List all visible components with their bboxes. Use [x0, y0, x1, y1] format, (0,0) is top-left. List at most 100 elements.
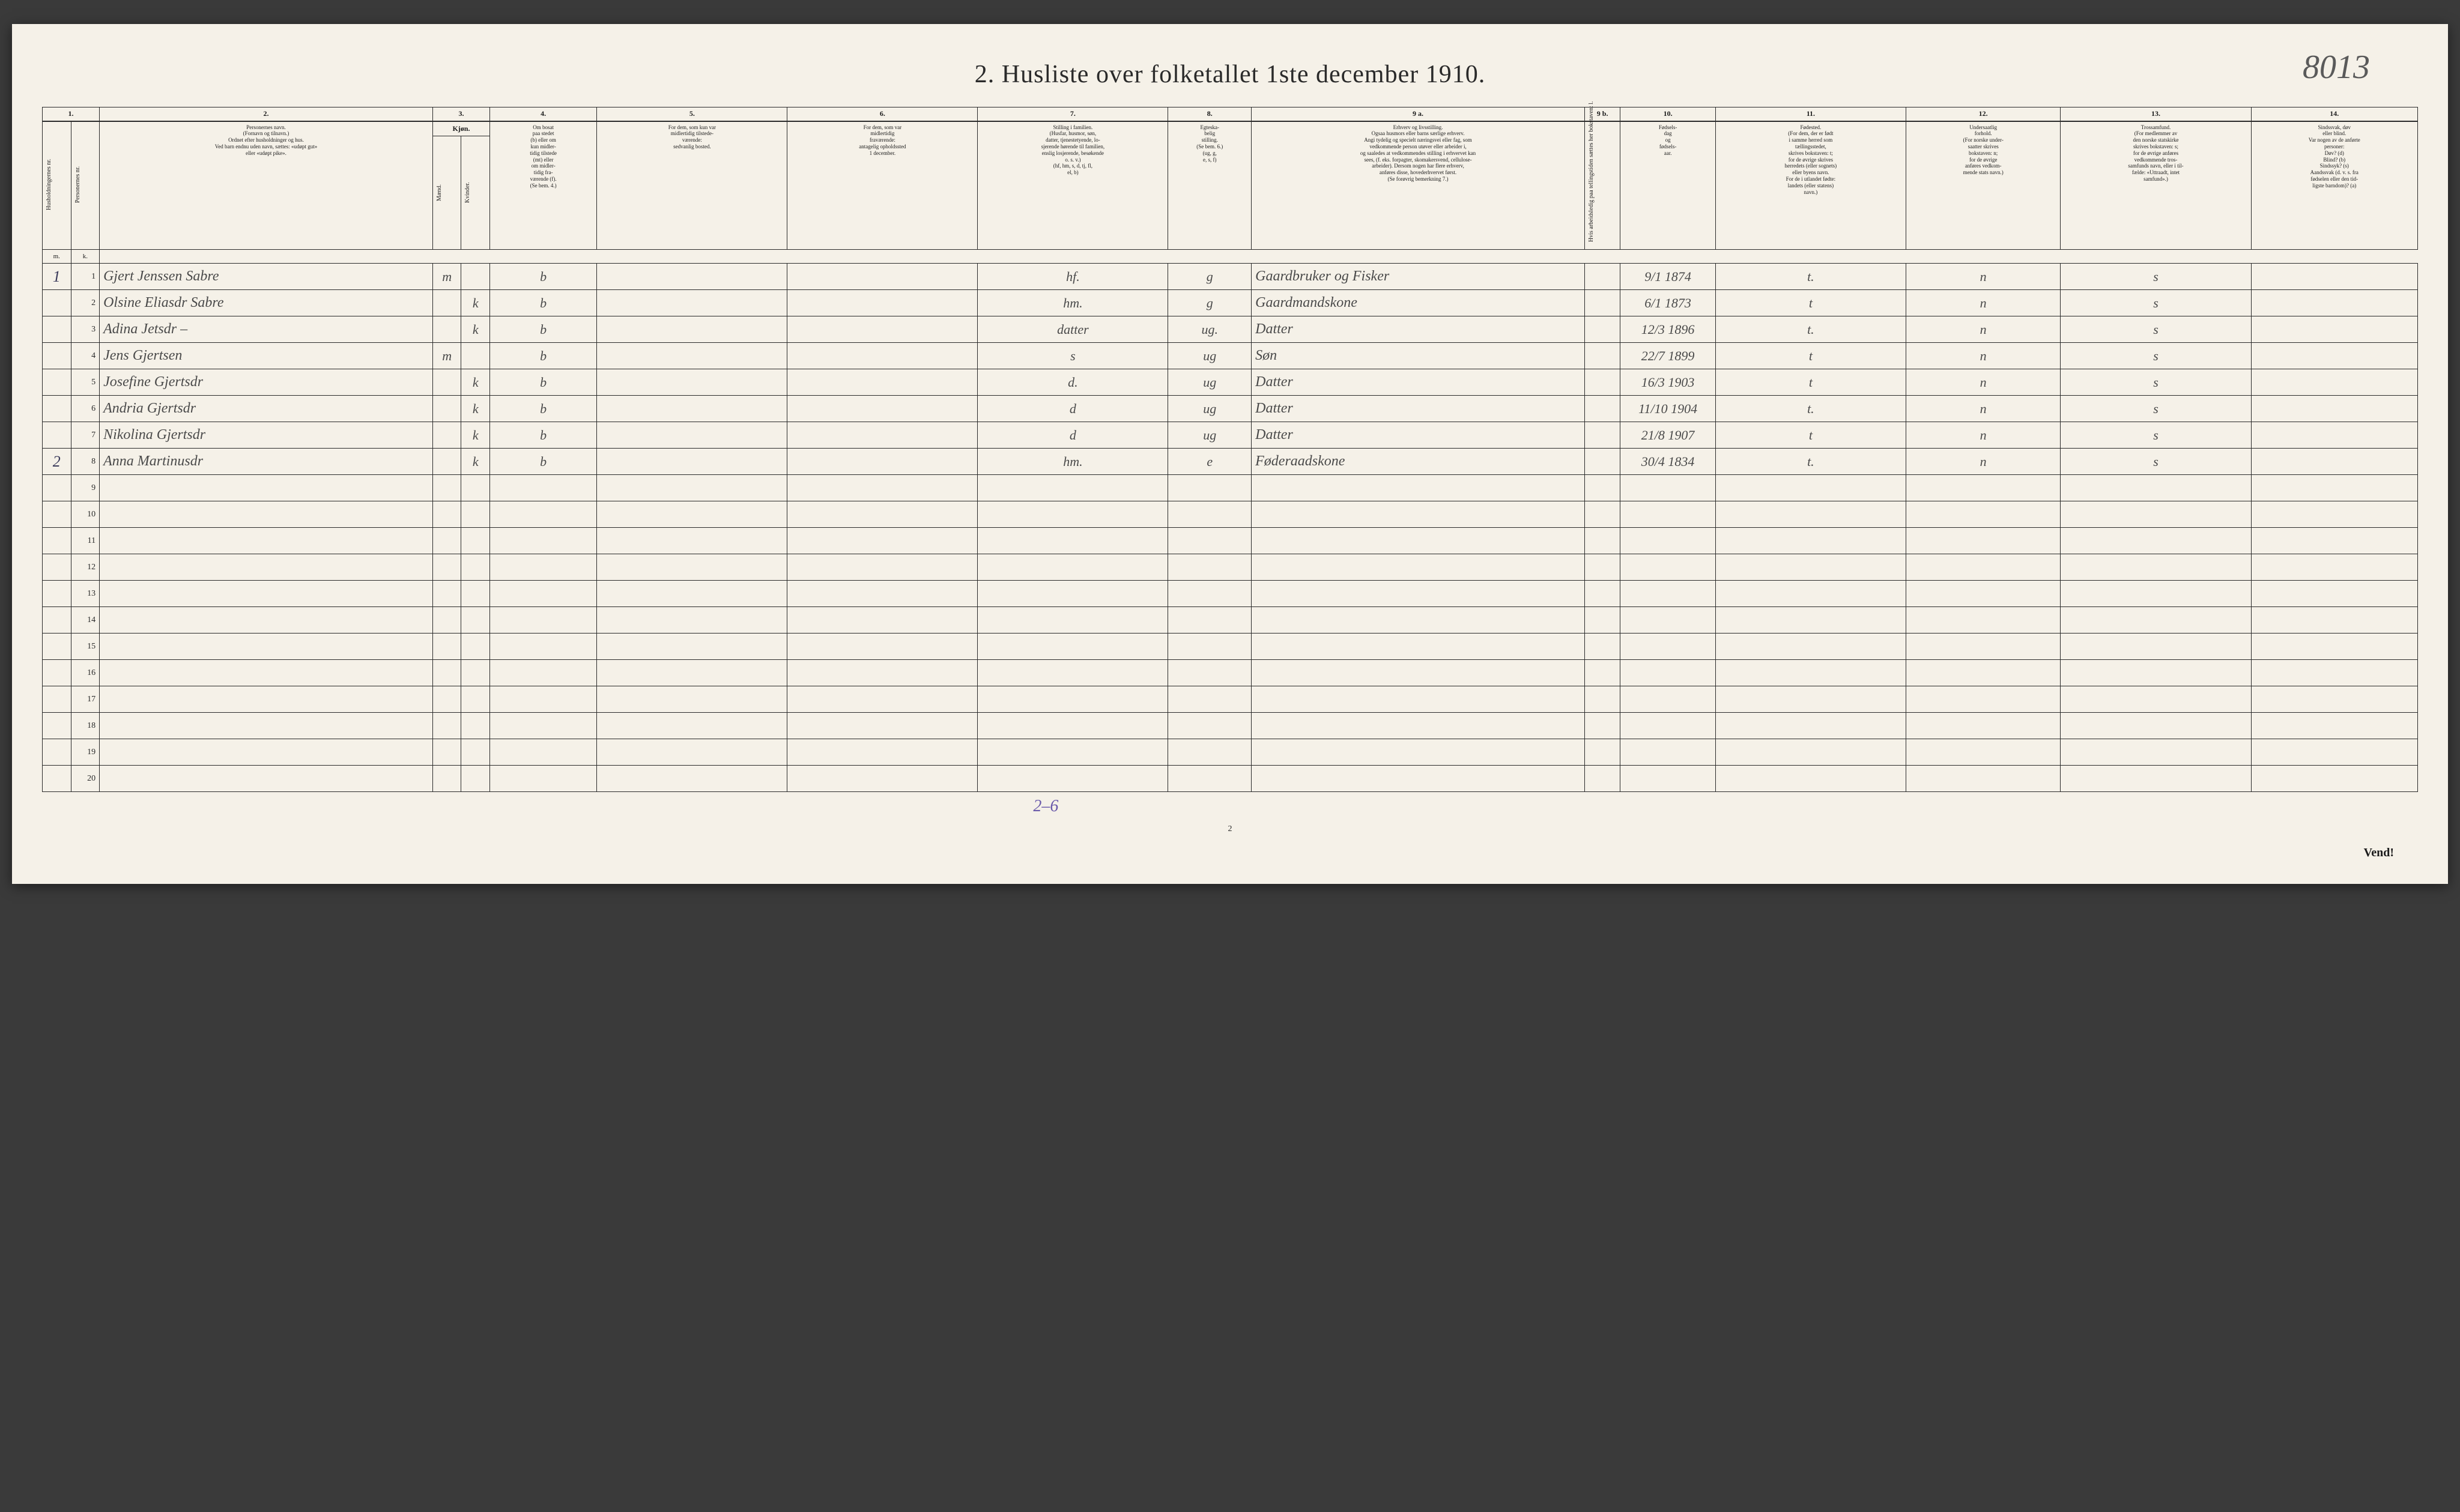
table-row: 13 [43, 581, 2418, 607]
cell-person-num: 7 [71, 422, 100, 449]
cell-occupation: Datter [1252, 396, 1585, 422]
cell-marital [1168, 686, 1252, 713]
cell-usual-residence [597, 766, 787, 792]
cell-name [100, 528, 433, 554]
cell-absent-location [787, 739, 978, 766]
cell-family-position [978, 686, 1168, 713]
cell-sex-k: k [461, 290, 490, 316]
cell-household-num: 2 [43, 449, 71, 475]
cell-nationality [1906, 554, 2061, 581]
cell-residence: b [490, 343, 597, 369]
cell-usual-residence [597, 739, 787, 766]
cell-household-num [43, 660, 71, 686]
cell-nationality: n [1906, 290, 2061, 316]
cell-usual-residence [597, 501, 787, 528]
cell-occupation: Datter [1252, 369, 1585, 396]
cell-occupation [1252, 581, 1585, 607]
cell-sex-m [432, 316, 461, 343]
cell-residence [490, 766, 597, 792]
table-row: 12 [43, 554, 2418, 581]
header-col7: Stilling i familien. (Husfar, husmor, sø… [978, 121, 1168, 250]
cell-residence [490, 660, 597, 686]
cell-religion [2061, 501, 2251, 528]
cell-sex-k: k [461, 369, 490, 396]
cell-disability [2251, 264, 2418, 290]
cell-religion [2061, 554, 2251, 581]
cell-sex-m [432, 607, 461, 634]
colnum-6: 6. [787, 107, 978, 121]
cell-birthplace [1715, 634, 1906, 660]
cell-unemployed [1584, 290, 1620, 316]
cell-birthplace [1715, 475, 1906, 501]
cell-birthdate: 22/7 1899 [1620, 343, 1716, 369]
header-col5: For dem, som kun var midlertidig tilsted… [597, 121, 787, 250]
cell-birthdate: 6/1 1873 [1620, 290, 1716, 316]
colnum-11: 11. [1715, 107, 1906, 121]
cell-birthplace [1715, 660, 1906, 686]
cell-household-num [43, 766, 71, 792]
cell-unemployed [1584, 475, 1620, 501]
cell-absent-location [787, 501, 978, 528]
cell-nationality [1906, 475, 2061, 501]
cell-name: Josefine Gjertsdr [100, 369, 433, 396]
cell-birthplace [1715, 581, 1906, 607]
cell-birthplace: t [1715, 290, 1906, 316]
cell-birthdate: 21/8 1907 [1620, 422, 1716, 449]
cell-unemployed [1584, 713, 1620, 739]
cell-family-position [978, 554, 1168, 581]
cell-absent-location [787, 713, 978, 739]
cell-person-num: 17 [71, 686, 100, 713]
table-row: 6Andria GjertsdrkbdugDatter11/10 1904t.n… [43, 396, 2418, 422]
cell-birthdate [1620, 554, 1716, 581]
colnum-2: 2. [100, 107, 433, 121]
table-row: 16 [43, 660, 2418, 686]
cell-nationality: n [1906, 369, 2061, 396]
cell-occupation: Føderaadskone [1252, 449, 1585, 475]
cell-birthdate: 11/10 1904 [1620, 396, 1716, 422]
cell-family-position: d [978, 396, 1168, 422]
cell-family-position: hf. [978, 264, 1168, 290]
cell-usual-residence [597, 686, 787, 713]
cell-usual-residence [597, 343, 787, 369]
cell-nationality: n [1906, 316, 2061, 343]
cell-unemployed [1584, 607, 1620, 634]
cell-nationality [1906, 607, 2061, 634]
cell-family-position [978, 634, 1168, 660]
cell-occupation [1252, 475, 1585, 501]
cell-birthdate: 9/1 1874 [1620, 264, 1716, 290]
cell-birthdate [1620, 475, 1716, 501]
cell-occupation [1252, 739, 1585, 766]
cell-religion: s [2061, 422, 2251, 449]
cell-disability [2251, 554, 2418, 581]
cell-sex-k [461, 766, 490, 792]
cell-residence: b [490, 316, 597, 343]
cell-birthplace: t [1715, 343, 1906, 369]
cell-household-num [43, 607, 71, 634]
cell-sex-k: k [461, 396, 490, 422]
cell-household-num [43, 581, 71, 607]
header-col4: Om bosat paa stedet (b) eller om kun mid… [490, 121, 597, 250]
cell-birthdate [1620, 713, 1716, 739]
bottom-note: 2–6 [589, 793, 1503, 820]
cell-name [100, 475, 433, 501]
cell-sex-m [432, 686, 461, 713]
cell-birthplace [1715, 554, 1906, 581]
cell-residence [490, 528, 597, 554]
cell-birthdate: 12/3 1896 [1620, 316, 1716, 343]
cell-person-num: 16 [71, 660, 100, 686]
cell-birthplace [1715, 686, 1906, 713]
cell-usual-residence [597, 475, 787, 501]
cell-religion [2061, 766, 2251, 792]
cell-birthplace: t. [1715, 449, 1906, 475]
cell-residence [490, 713, 597, 739]
cell-usual-residence [597, 422, 787, 449]
page-title: 2. Husliste over folketallet 1ste decemb… [42, 60, 2418, 89]
cell-person-num: 20 [71, 766, 100, 792]
cell-marital [1168, 713, 1252, 739]
cell-occupation [1252, 554, 1585, 581]
cell-unemployed [1584, 528, 1620, 554]
header-sub-m: m. [43, 250, 71, 264]
cell-absent-location [787, 316, 978, 343]
cell-birthdate [1620, 528, 1716, 554]
cell-nationality [1906, 713, 2061, 739]
